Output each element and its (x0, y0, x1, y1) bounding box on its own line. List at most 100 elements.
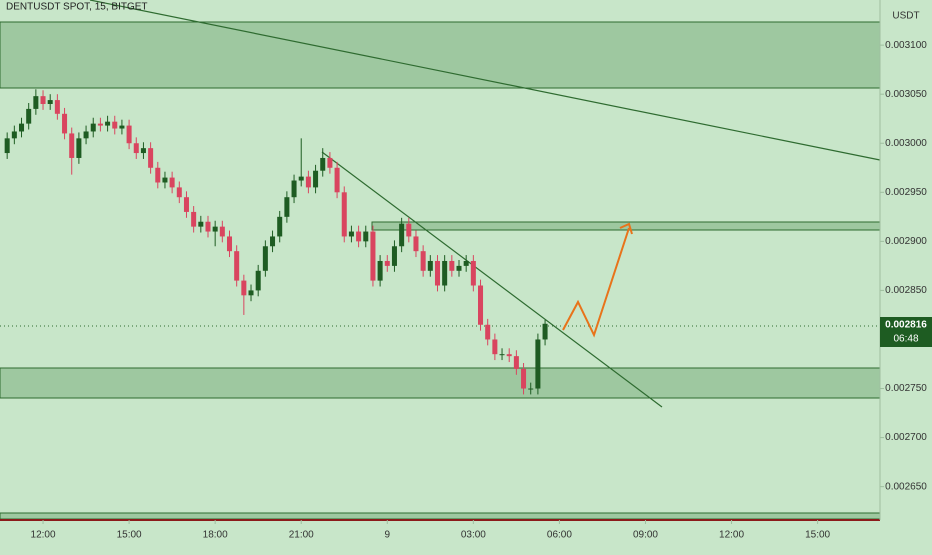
candle-body (262, 246, 268, 271)
candle-body (183, 197, 189, 212)
candle-body (219, 226, 225, 237)
candle-body (191, 211, 197, 227)
projection-arrow (562, 227, 630, 338)
candle-body (148, 148, 154, 168)
y-tick-label: 0.002650 (885, 481, 927, 492)
candle-body (205, 221, 211, 232)
candle-body (169, 177, 175, 188)
candle-body (391, 246, 397, 266)
candle-body (198, 221, 204, 227)
candle-body (76, 138, 82, 158)
candle-body (284, 197, 290, 217)
candle-body (427, 260, 433, 271)
candle-body (270, 236, 276, 247)
candle-body (155, 167, 161, 183)
candle-body (463, 260, 469, 266)
candle-body (133, 143, 139, 154)
price-axis (880, 0, 932, 550)
x-tick-label: 06:00 (547, 530, 572, 541)
axis-unit: USDT (892, 11, 919, 22)
candle-body (126, 125, 132, 144)
candle-body (499, 354, 505, 356)
candle-body (542, 323, 548, 340)
countdown: 06:48 (893, 334, 918, 345)
candle-body (348, 231, 354, 237)
candle-body (298, 176, 304, 181)
x-tick-label: 15:00 (805, 530, 830, 541)
chart-title: DENTUSDT SPOT, 15, BITGET (6, 2, 148, 13)
y-tick-label: 0.002850 (885, 285, 927, 296)
trendline (321, 151, 663, 408)
candle-body (234, 251, 240, 281)
lower-zone (0, 512, 881, 520)
candle-body (26, 108, 32, 124)
x-tick-label: 15:00 (117, 530, 142, 541)
candle-body (291, 180, 297, 198)
y-tick-label: 0.002700 (885, 432, 927, 443)
candle-body (334, 167, 340, 193)
candle-body (105, 121, 111, 126)
x-tick-label: 18:00 (203, 530, 228, 541)
trendline (89, 0, 881, 161)
candle-body (434, 260, 440, 286)
candle-body (413, 236, 419, 252)
candle-body (449, 260, 455, 271)
candle-body (305, 176, 311, 188)
candle-body (90, 123, 96, 132)
candles (4, 89, 548, 395)
candle-body (277, 216, 283, 237)
last-price-box (880, 317, 932, 347)
candle-body (313, 170, 319, 188)
x-axis: 12:00 15:00 18:00 21:00 9 03:00 06:00 09:00 12:0… (31, 520, 831, 541)
candle-body (4, 138, 10, 154)
candle-body (535, 339, 541, 389)
candle-body (327, 157, 333, 168)
candle-body (33, 96, 39, 109)
candle-body (83, 131, 89, 139)
candle-body (470, 260, 476, 286)
candle-body (140, 148, 146, 154)
candle-body (363, 231, 369, 242)
candle-body (47, 100, 53, 104)
candle-body (528, 388, 534, 390)
candle-body (356, 231, 362, 242)
candle-body (513, 356, 519, 369)
y-tick-label: 0.003100 (885, 40, 927, 51)
y-tick-label: 0.003000 (885, 138, 927, 149)
candle-body (226, 236, 233, 252)
x-tick-label: 03:00 (461, 530, 486, 541)
candle-body (399, 223, 405, 247)
candle-body (11, 131, 17, 139)
arrow-head (619, 222, 633, 235)
x-tick-label: 9 (385, 530, 391, 541)
candle-body (442, 260, 448, 286)
candle-body (320, 157, 326, 171)
candle-body (406, 223, 412, 237)
y-tick-label: 0.002950 (885, 187, 927, 198)
x-tick-label: 09:00 (633, 530, 658, 541)
candle-body (492, 339, 498, 355)
x-tick-label: 12:00 (719, 530, 744, 541)
candle-body (377, 260, 383, 281)
candle-body (97, 123, 103, 126)
candle-body (506, 354, 512, 357)
candle-body (119, 125, 125, 129)
candle-body (341, 192, 347, 237)
x-tick-label: 12:00 (31, 530, 56, 541)
candle-body (485, 324, 491, 340)
candle-body (478, 285, 484, 325)
demand-zone (0, 367, 881, 399)
candle-body (62, 113, 68, 134)
supply-zone (0, 21, 881, 89)
candle-body (176, 187, 182, 198)
candle-body (370, 231, 376, 281)
candle-body (40, 96, 46, 104)
candle-body (384, 260, 390, 266)
candle-body (248, 290, 254, 296)
y-tick-label: 0.002900 (885, 236, 927, 247)
candle-body (212, 226, 218, 232)
candle-body (19, 123, 25, 132)
candle-body (521, 368, 527, 389)
